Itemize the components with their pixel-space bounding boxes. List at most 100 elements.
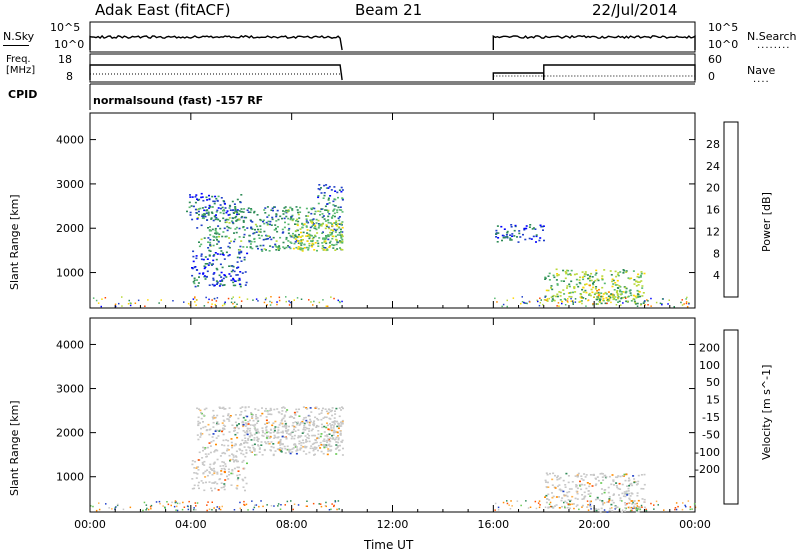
echo-cell <box>329 437 332 439</box>
echo-cell <box>255 504 258 506</box>
echo-cell <box>197 285 200 287</box>
echo-cell <box>327 235 330 238</box>
echo-cell <box>302 247 305 250</box>
echo-cell <box>243 256 246 259</box>
echo-cell <box>243 500 245 503</box>
echo-cell <box>278 411 281 414</box>
echo-cell <box>559 295 562 297</box>
echo-cell <box>265 419 268 422</box>
echo-cell <box>558 305 560 307</box>
echo-cell <box>569 503 571 506</box>
echo-cell <box>197 484 200 487</box>
echo-cell <box>595 508 598 510</box>
echo-cell <box>201 196 204 198</box>
echo-cell <box>250 208 253 210</box>
echo-cell <box>300 447 303 449</box>
echo-cell <box>248 419 251 422</box>
echo-cell <box>240 300 243 302</box>
echo-cell <box>339 248 342 251</box>
echo-cell <box>636 509 638 512</box>
echo-cell <box>509 237 512 240</box>
echo-cell <box>315 447 318 449</box>
echo-cell <box>261 434 264 437</box>
echo-cell <box>336 209 339 211</box>
echo-cell <box>214 252 217 254</box>
echo-cell <box>497 232 500 234</box>
echo-cell <box>296 411 299 413</box>
echo-cell <box>616 506 619 508</box>
echo-cell <box>232 284 235 287</box>
echo-cell <box>325 209 328 211</box>
power-colorbar-tick: 24 <box>706 160 720 173</box>
echo-cell <box>312 434 315 437</box>
echo-cell <box>211 195 214 198</box>
echo-cell <box>323 444 326 447</box>
echo-cell <box>625 291 628 293</box>
echo-cell <box>314 453 316 456</box>
echo-cell <box>240 194 243 196</box>
echo-cell <box>592 473 595 476</box>
echo-cell <box>581 483 583 486</box>
echo-cell <box>205 456 208 458</box>
echo-cell <box>253 238 256 240</box>
echo-cell <box>529 224 532 226</box>
echo-cell <box>325 505 327 508</box>
x-tick-label: 16:00 <box>477 518 509 531</box>
echo-cell <box>251 444 254 447</box>
echo-cell <box>265 297 267 299</box>
echo-cell <box>615 304 618 306</box>
echo-cell <box>617 301 619 303</box>
echo-cell <box>605 476 608 478</box>
echo-cell <box>238 210 241 212</box>
echo-cell <box>291 451 294 453</box>
echo-cell <box>227 297 230 300</box>
echo-cell <box>249 427 252 430</box>
echo-cell <box>195 505 197 507</box>
echo-cell <box>171 501 173 504</box>
echo-cell <box>256 439 259 442</box>
echo-cell <box>196 198 198 200</box>
echo-cell <box>565 494 568 497</box>
echo-cell <box>244 476 247 479</box>
echo-cell <box>256 214 259 216</box>
echo-cell <box>335 239 338 241</box>
echo-cell <box>270 409 273 411</box>
echo-cell <box>228 254 231 256</box>
echo-cell <box>320 208 323 210</box>
echo-cell <box>233 212 235 214</box>
echo-cell <box>567 273 570 276</box>
echo-cell <box>617 296 620 298</box>
echo-cell <box>213 272 216 274</box>
echo-cell <box>257 438 260 440</box>
echo-cell <box>598 293 601 296</box>
echo-cell <box>589 474 592 476</box>
echo-cell <box>595 303 598 305</box>
echo-cell <box>556 485 559 488</box>
echo-cell <box>544 506 547 508</box>
echo-cell <box>326 219 329 222</box>
panel-frame <box>89 317 696 513</box>
echo-cell <box>607 295 610 298</box>
nsearch-tick-top: 10^5 <box>708 21 739 34</box>
echo-cell <box>321 213 324 215</box>
echo-cell <box>575 505 578 508</box>
echo-cell <box>203 237 206 239</box>
echo-cell <box>292 218 295 220</box>
echo-cell <box>190 205 193 207</box>
echo-cell <box>596 303 599 305</box>
echo-cell <box>218 235 220 238</box>
echo-cell <box>610 483 613 486</box>
echo-cell <box>327 428 330 430</box>
echo-cell <box>231 469 234 471</box>
echo-cell <box>221 430 223 433</box>
echo-cell <box>196 473 199 475</box>
echo-cell <box>332 429 335 432</box>
y-tick-label: 1000 <box>56 267 84 280</box>
echo-cell <box>277 218 280 221</box>
echo-cell <box>622 296 625 299</box>
echo-cell <box>562 289 565 291</box>
echo-cell <box>601 295 604 298</box>
echo-cell <box>208 433 211 436</box>
velocity-colorbar-label: Velocity [m s^-1] <box>760 364 773 460</box>
echo-cell <box>308 430 311 432</box>
